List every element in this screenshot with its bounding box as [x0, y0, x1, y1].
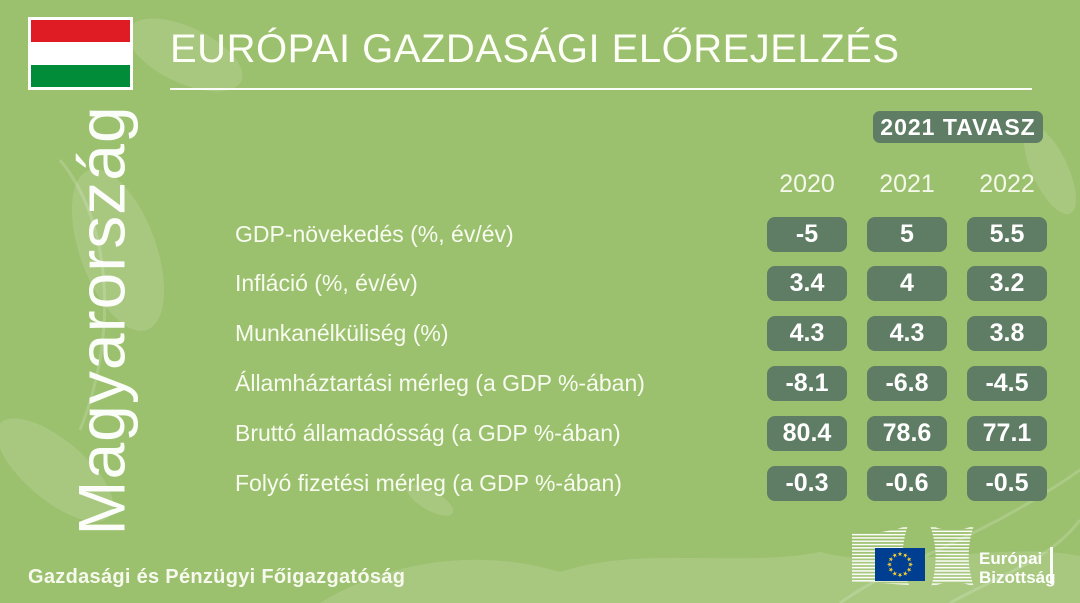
- row-label: Folyó fizetési mérleg (a GDP %-ában): [235, 470, 622, 496]
- table-row-inflation: Infláció (%, év/év) 3.4 4 3.2: [0, 266, 1080, 301]
- table-row-gross-debt: Bruttó államadósság (a GDP %-ában) 80.4 …: [0, 416, 1080, 451]
- value-cell: 4.3: [867, 316, 947, 351]
- value-cell: 80.4: [767, 416, 847, 451]
- value-cell: 4.3: [767, 316, 847, 351]
- hungary-flag-icon: [28, 17, 133, 90]
- european-commission-logo-icon: [852, 525, 974, 587]
- value-cell: -6.8: [867, 366, 947, 401]
- table-row-unemployment: Munkanélküliség (%) 4.3 4.3 3.8: [0, 316, 1080, 351]
- value-cell: 77.1: [967, 416, 1047, 451]
- value-cell: -8.1: [767, 366, 847, 401]
- page-title: EURÓPAI GAZDASÁGI ELŐREJELZÉS: [170, 27, 900, 71]
- row-label: Bruttó államadósság (a GDP %-ában): [235, 420, 621, 446]
- logo-divider-bar: [1050, 547, 1053, 584]
- year-header-2022: 2022: [979, 170, 1035, 198]
- value-cell: -0.6: [867, 466, 947, 501]
- row-label: Munkanélküliség (%): [235, 320, 449, 346]
- season-badge: 2021 TAVASZ: [873, 111, 1043, 143]
- logo-text-line2: Bizottság: [979, 568, 1056, 587]
- row-label: GDP-növekedés (%, év/év): [235, 221, 514, 247]
- flag-stripe-green: [31, 64, 130, 87]
- value-cell: 3.2: [967, 266, 1047, 301]
- value-cell: 3.4: [767, 266, 847, 301]
- value-cell: -0.5: [967, 466, 1047, 501]
- value-cell: 3.8: [967, 316, 1047, 351]
- department-name: Gazdasági és Pénzügyi Főigazgatóság: [28, 566, 406, 588]
- logo-text-line1: Európai: [979, 549, 1043, 568]
- title-underline: [170, 88, 1032, 90]
- value-cell: 5.5: [967, 217, 1047, 252]
- flag-stripe-white: [31, 42, 130, 65]
- year-header-2021: 2021: [879, 170, 935, 198]
- value-cell: 4: [867, 266, 947, 301]
- table-row-current-account: Folyó fizetési mérleg (a GDP %-ában) -0.…: [0, 466, 1080, 501]
- value-cell: 5: [867, 217, 947, 252]
- table-row-gdp-growth: GDP-növekedés (%, év/év) -5 5 5.5: [0, 217, 1080, 252]
- year-header-2020: 2020: [779, 170, 835, 198]
- value-cell: -0.3: [767, 466, 847, 501]
- value-cell: -4.5: [967, 366, 1047, 401]
- row-label: Államháztartási mérleg (a GDP %-ában): [235, 370, 645, 396]
- value-cell: 78.6: [867, 416, 947, 451]
- row-label: Infláció (%, év/év): [235, 270, 418, 296]
- flag-stripe-red: [31, 20, 130, 43]
- value-cell: -5: [767, 217, 847, 252]
- table-row-public-balance: Államháztartási mérleg (a GDP %-ában) -8…: [0, 366, 1080, 401]
